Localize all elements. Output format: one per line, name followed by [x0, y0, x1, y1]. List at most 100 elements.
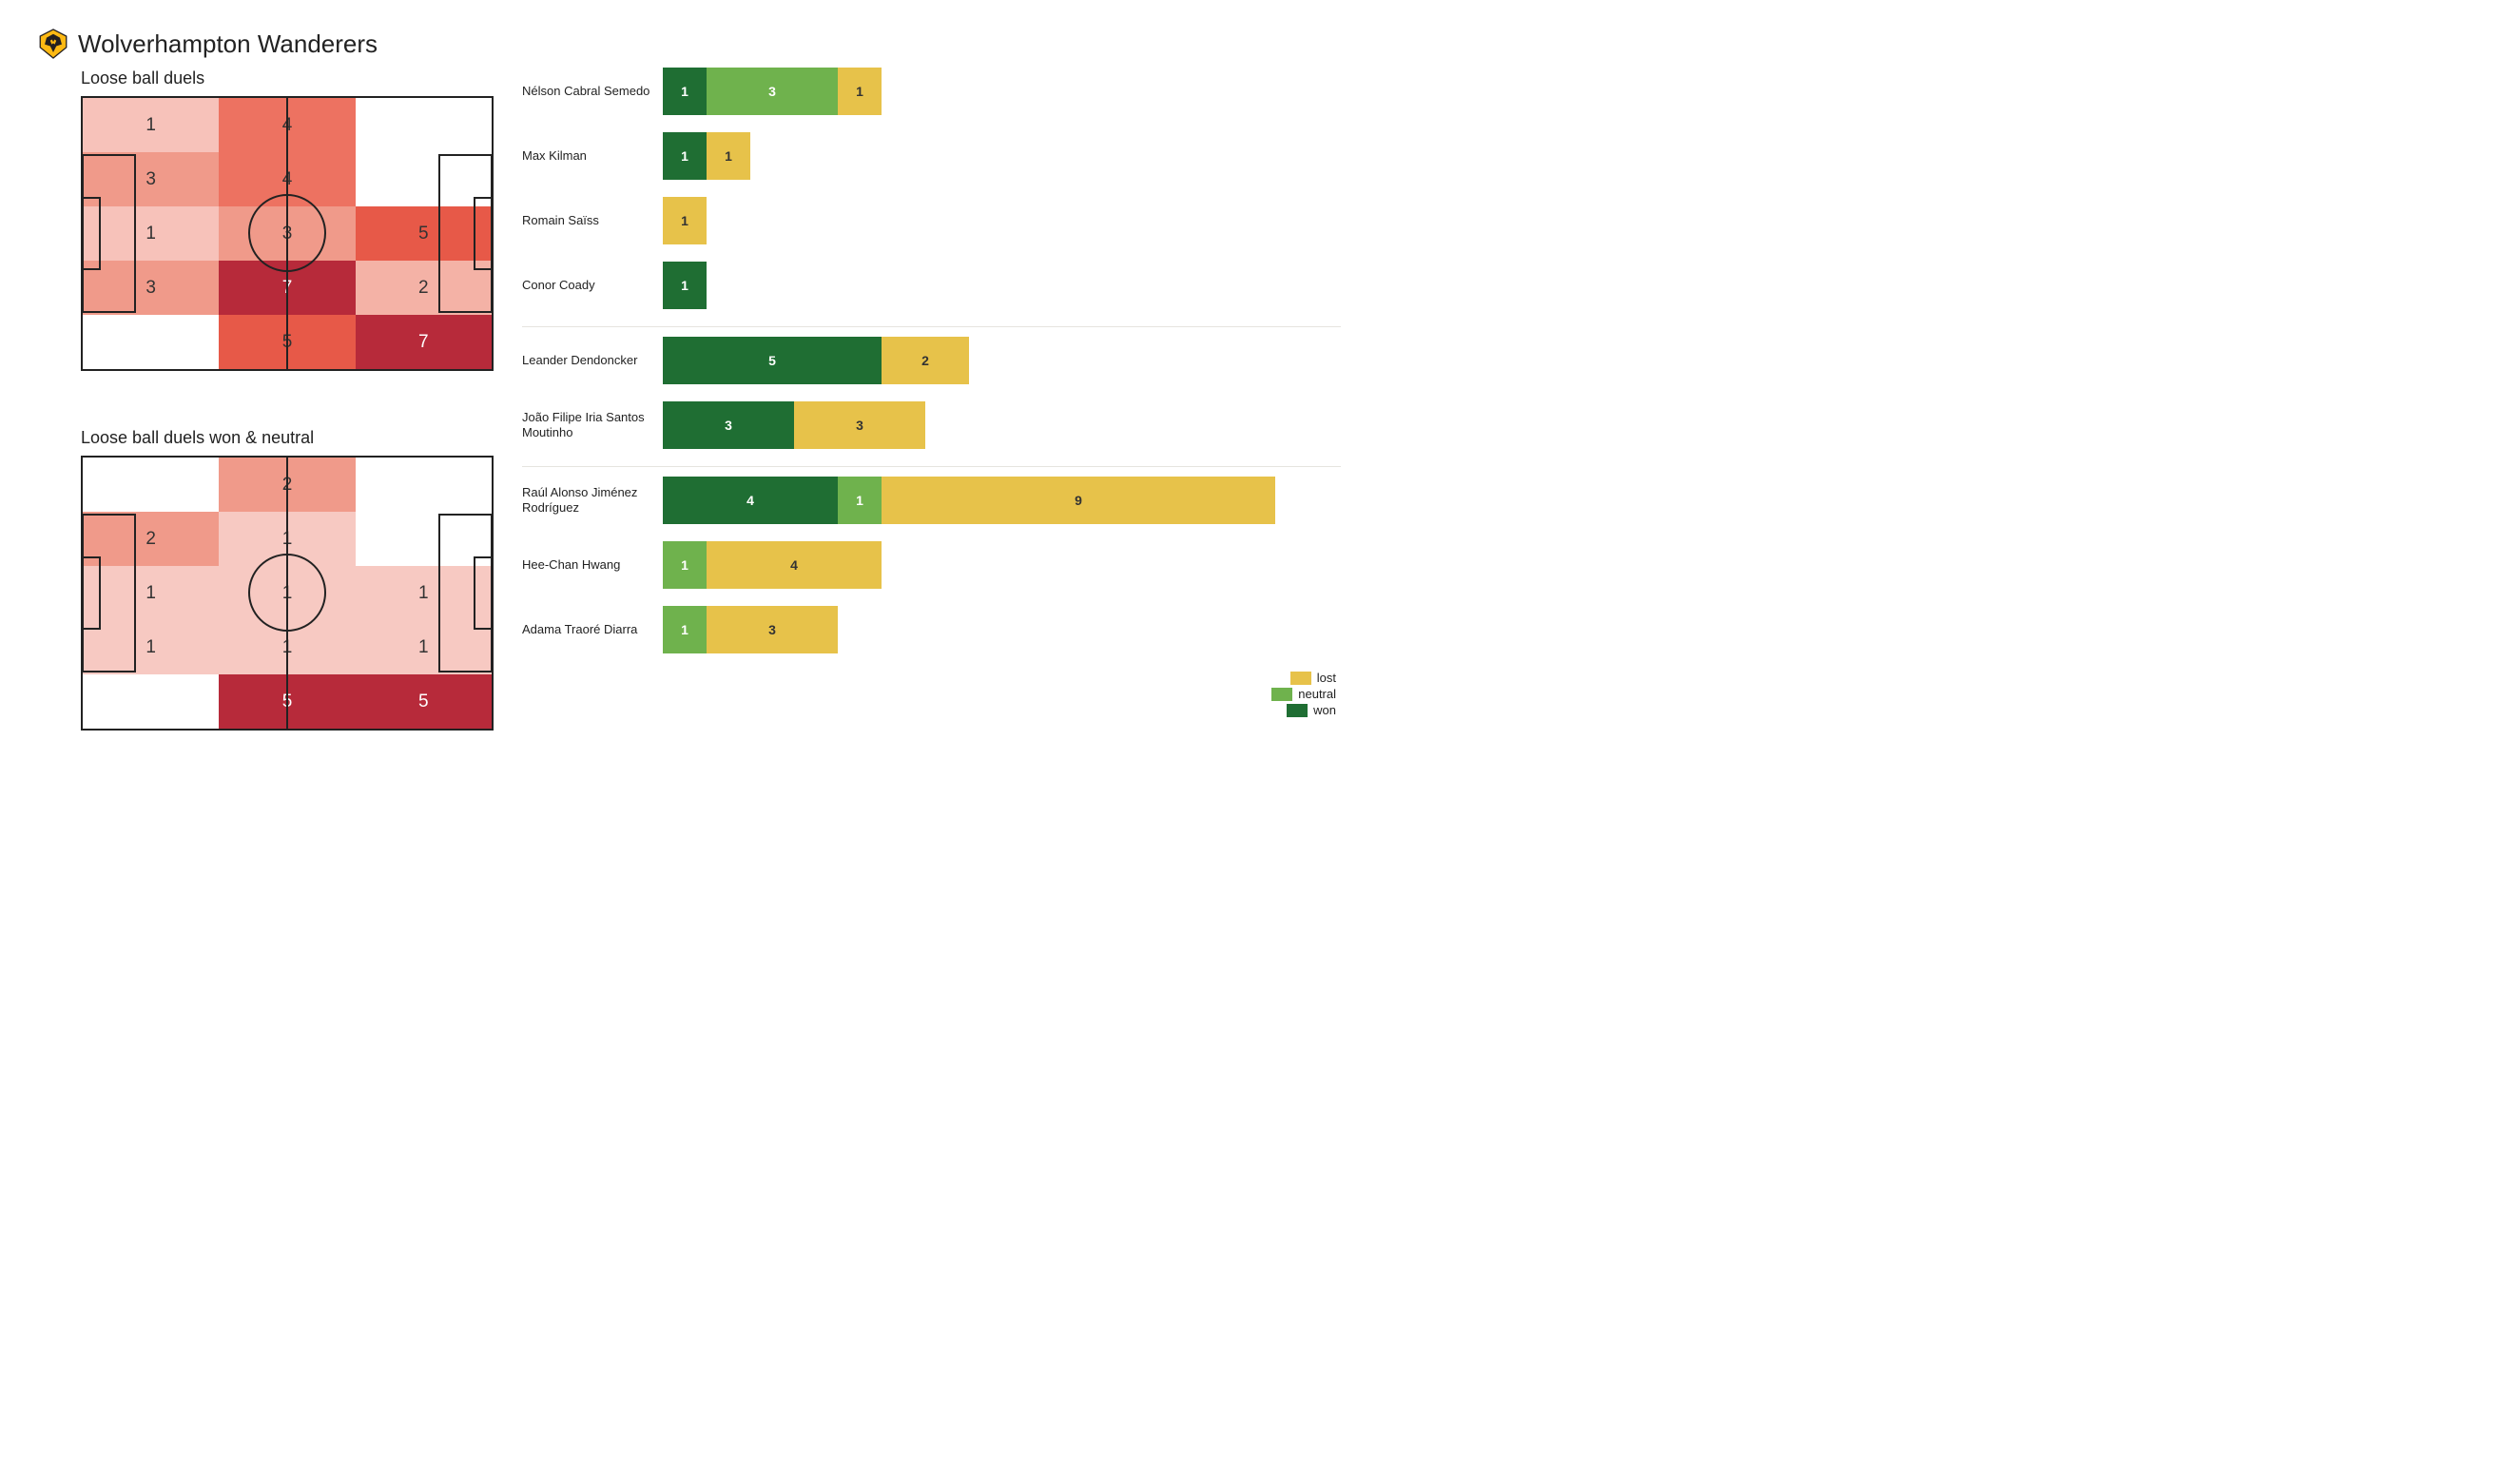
heatmap-cell: 3 [83, 261, 219, 315]
bar-segment-won: 1 [663, 262, 707, 309]
bar-segment-neutral: 1 [663, 541, 707, 589]
legend-swatch-icon [1271, 688, 1292, 701]
heatmap-cell: 2 [83, 512, 219, 566]
bar-segment-lost: 1 [707, 132, 750, 180]
bar-track: 131 [663, 68, 1341, 115]
player-row: Nélson Cabral Semedo131 [522, 68, 1341, 115]
heatmap-row: 57 [83, 315, 492, 369]
heatmap-column: Loose ball duels 143413537257 [38, 64, 494, 731]
bar-track: 13 [663, 606, 1341, 653]
legend-item-won: won [1287, 703, 1336, 717]
heatmap-cell [83, 458, 219, 512]
bar-segment-won: 5 [663, 337, 882, 384]
bar-chart-rows: Nélson Cabral Semedo131Max Kilman11Romai… [522, 68, 1341, 653]
heatmap-cell [356, 458, 492, 512]
heatmap1-pitch: 143413537257 [81, 96, 494, 371]
heatmap-cell: 5 [356, 206, 492, 261]
player-name: Conor Coady [522, 278, 663, 293]
legend-item-lost: lost [1290, 671, 1336, 685]
legend-label: lost [1317, 671, 1336, 685]
heatmap-cell: 2 [356, 261, 492, 315]
heatmap-cell: 4 [219, 98, 355, 152]
heatmap-row: 372 [83, 261, 492, 315]
bar-segment-lost: 1 [838, 68, 882, 115]
player-name: Raúl Alonso Jiménez Rodríguez [522, 485, 663, 515]
legend-item-neutral: neutral [1271, 687, 1336, 701]
heatmap-cell: 4 [219, 152, 355, 206]
heatmap-cell: 3 [83, 152, 219, 206]
group-separator [522, 326, 1341, 327]
player-name: Max Kilman [522, 148, 663, 164]
heatmap-cell: 1 [356, 620, 492, 674]
heatmap-cell [356, 98, 492, 152]
bar-segment-won: 3 [663, 401, 794, 449]
heatmap-cell: 3 [219, 206, 355, 261]
player-row: Conor Coady1 [522, 262, 1341, 309]
heatmap-cell: 5 [356, 674, 492, 729]
legend-swatch-icon [1287, 704, 1308, 717]
heatmap-cell [83, 674, 219, 729]
legend-label: neutral [1298, 687, 1336, 701]
player-row: Romain Saïss1 [522, 197, 1341, 244]
heatmap-row: 21 [83, 512, 492, 566]
player-row: Leander Dendoncker52 [522, 337, 1341, 384]
bar-segment-won: 4 [663, 477, 838, 524]
heatmap-row: 34 [83, 152, 492, 206]
heatmap-row: 111 [83, 566, 492, 620]
player-row: Max Kilman11 [522, 132, 1341, 180]
heatmap-row: 2 [83, 458, 492, 512]
bar-segment-lost: 3 [794, 401, 925, 449]
heatmap-cell [356, 152, 492, 206]
main-layout: Loose ball duels 143413537257 [38, 64, 1341, 731]
heatmap-cell: 5 [219, 674, 355, 729]
page-header: Wolverhampton Wanderers [38, 29, 1341, 59]
legend-label: won [1313, 703, 1336, 717]
heatmap-row: 135 [83, 206, 492, 261]
bar-track: 1 [663, 262, 1341, 309]
heatmap1-title: Loose ball duels [81, 68, 494, 88]
heatmap-cell [83, 315, 219, 369]
heatmap2-wrap: 22111111155 [38, 456, 494, 731]
bar-segment-lost: 4 [707, 541, 882, 589]
player-row: Raúl Alonso Jiménez Rodríguez419 [522, 477, 1341, 524]
player-row: Adama Traoré Diarra13 [522, 606, 1341, 653]
heatmap-cell: 7 [219, 261, 355, 315]
bar-segment-lost: 3 [707, 606, 838, 653]
heatmap-cell: 5 [219, 315, 355, 369]
player-row: João Filipe Iria Santos Moutinho33 [522, 401, 1341, 449]
heatmap2-title: Loose ball duels won & neutral [81, 428, 494, 448]
bar-track: 419 [663, 477, 1341, 524]
heatmap-cell: 2 [219, 458, 355, 512]
heatmap-cell: 1 [219, 566, 355, 620]
bar-segment-lost: 1 [663, 197, 707, 244]
bar-segment-won: 1 [663, 132, 707, 180]
heatmap-cell: 7 [356, 315, 492, 369]
legend-swatch-icon [1290, 672, 1311, 685]
heatmap-cell: 1 [83, 206, 219, 261]
player-name: Nélson Cabral Semedo [522, 84, 663, 99]
heatmap2-pitch: 22111111155 [81, 456, 494, 731]
bar-chart-legend: lost neutral won [522, 671, 1341, 717]
heatmap-row: 111 [83, 620, 492, 674]
page-root: Wolverhampton Wanderers Loose ball duels… [0, 0, 1379, 769]
bar-segment-lost: 9 [882, 477, 1275, 524]
heatmap-row: 55 [83, 674, 492, 729]
heatmap-cell: 1 [83, 566, 219, 620]
bar-track: 33 [663, 401, 1341, 449]
bar-track: 52 [663, 337, 1341, 384]
player-name: Adama Traoré Diarra [522, 622, 663, 637]
bar-track: 11 [663, 132, 1341, 180]
heatmap-row: 14 [83, 98, 492, 152]
bar-track: 1 [663, 197, 1341, 244]
heatmap1-wrap: 143413537257 [38, 96, 494, 371]
heatmap-cell: 1 [83, 98, 219, 152]
bar-segment-neutral: 1 [663, 606, 707, 653]
heatmap-cell: 1 [83, 620, 219, 674]
bar-segment-neutral: 3 [707, 68, 838, 115]
heatmap-cell: 1 [219, 512, 355, 566]
player-name: Leander Dendoncker [522, 353, 663, 368]
bar-segment-won: 1 [663, 68, 707, 115]
bar-segment-neutral: 1 [838, 477, 882, 524]
player-name: Hee-Chan Hwang [522, 557, 663, 573]
bar-segment-lost: 2 [882, 337, 969, 384]
